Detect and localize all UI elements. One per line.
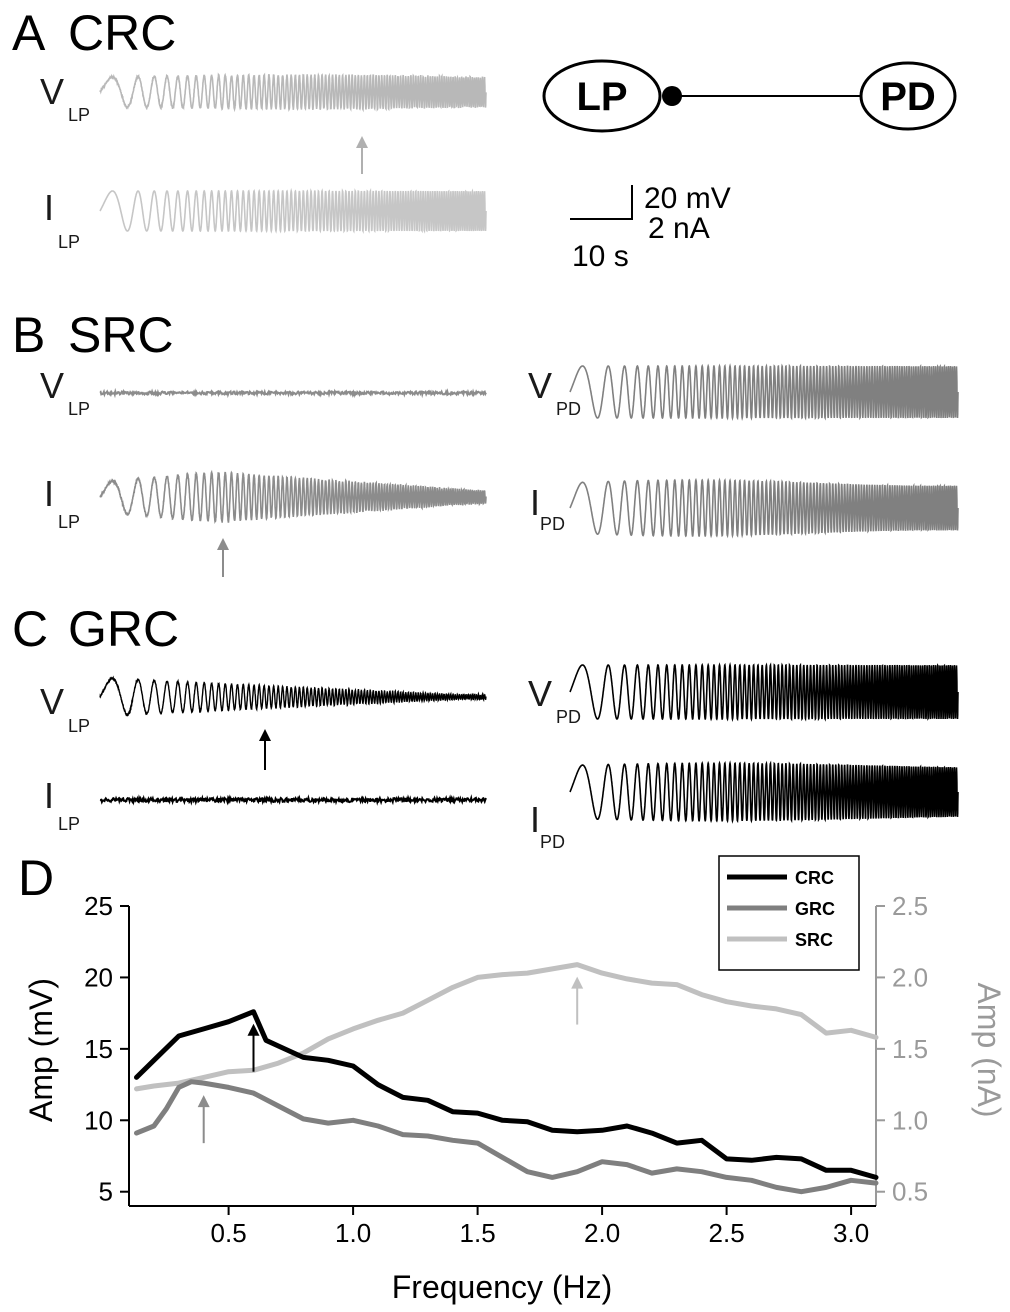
y-right-tick-label: 0.5 — [892, 1177, 928, 1207]
b-vlp-trace — [100, 392, 486, 395]
x-axis-ticks: 0.5 1.0 1.5 2.0 2.5 3.0 — [211, 1206, 870, 1248]
b-ipd-label: I — [530, 482, 540, 523]
panel-a-letter: A — [12, 5, 46, 61]
y-axis-left-title: Amp (mV) — [23, 978, 59, 1122]
c-vpd-waveform — [570, 665, 958, 719]
y-left-tick-label: 10 — [84, 1105, 113, 1135]
legend-box — [719, 856, 859, 970]
panel-a-title: CRC — [68, 5, 176, 61]
legend-label-src: SRC — [795, 930, 833, 950]
synapse-dot — [662, 86, 682, 106]
b-resonance-arrow — [217, 538, 229, 577]
series-line-grc — [137, 1082, 877, 1192]
y-axis-right-ticks: 0.5 1.0 1.5 2.0 2.5 — [876, 891, 928, 1207]
panel-c-title: GRC — [68, 601, 179, 657]
amplitude-chart: 5 10 15 20 25 0.5 1.0 1.5 2.0 2.5 0.5 1.0 1.5 2.0 2.… — [23, 856, 1007, 1305]
series-line-crc — [137, 1012, 877, 1178]
y-left-tick-label: 5 — [99, 1177, 113, 1207]
a-vlp-label: V — [40, 71, 64, 112]
scale-current: 2 nA — [648, 212, 710, 245]
a-vlp-waveform — [100, 74, 486, 110]
c-vlp-subscript: LP — [68, 716, 90, 736]
c-ilp-label: I — [44, 775, 54, 816]
scale-bar: 20 mV 2 nA 10 s — [570, 182, 731, 273]
y-left-tick-label: 20 — [84, 962, 113, 992]
b-ilp-label: I — [44, 473, 54, 514]
c-ilp-trace — [100, 798, 486, 802]
c-vpd-label: V — [528, 673, 552, 714]
panel-b-letter: B — [12, 307, 45, 363]
c-resonance-arrow — [259, 729, 271, 770]
annotation-layer — [198, 977, 584, 1144]
b-ipd-trace — [570, 480, 958, 536]
series-line-src — [137, 965, 877, 1089]
c-vlp-trace — [100, 678, 486, 715]
x-axis-title: Frequency (Hz) — [392, 1269, 613, 1305]
a-ilp-trace — [100, 191, 486, 231]
peak-arrow-src — [571, 977, 583, 1025]
b-ilp-subscript: LP — [58, 512, 80, 532]
c-vlp-waveform — [100, 678, 486, 715]
x-tick-label: 0.5 — [211, 1218, 247, 1248]
a-ilp-subscript: LP — [58, 232, 80, 252]
a-ilp-label: I — [44, 187, 54, 228]
x-tick-label: 3.0 — [833, 1218, 869, 1248]
x-tick-label: 1.5 — [460, 1218, 496, 1248]
b-vpd-waveform — [570, 366, 958, 418]
a-resonance-arrow — [356, 136, 368, 174]
circuit-diagram: LP PD — [544, 61, 955, 131]
b-vpd-label: V — [528, 365, 552, 406]
legend: CRC GRC SRC — [719, 856, 859, 970]
b-vlp-label: V — [40, 365, 64, 406]
series-layer — [137, 965, 877, 1192]
a-vlp-subscript: LP — [68, 105, 90, 125]
x-tick-label: 1.0 — [335, 1218, 371, 1248]
y-right-tick-label: 2.5 — [892, 891, 928, 921]
panel-d-letter: D — [18, 850, 54, 906]
x-tick-label: 2.0 — [584, 1218, 620, 1248]
y-axis-left-ticks: 5 10 15 20 25 — [84, 891, 129, 1207]
panel-c-letter: C — [12, 601, 48, 657]
c-vpd-subscript: PD — [556, 707, 581, 727]
c-ipd-waveform — [570, 763, 958, 821]
b-vpd-subscript: PD — [556, 399, 581, 419]
c-vpd-trace — [570, 665, 958, 719]
c-vlp-label: V — [40, 681, 64, 722]
c-ipd-label: I — [530, 799, 540, 840]
legend-label-grc: GRC — [795, 899, 835, 919]
b-ipd-waveform — [570, 480, 958, 536]
b-ipd-subscript: PD — [540, 514, 565, 534]
a-vlp-trace — [100, 74, 486, 110]
panel-b-title: SRC — [68, 307, 174, 363]
lp-cell-label: LP — [576, 75, 627, 119]
pd-cell-label: PD — [880, 75, 936, 119]
y-left-tick-label: 15 — [84, 1034, 113, 1064]
scale-voltage: 20 mV — [644, 182, 731, 215]
b-vlp-subscript: LP — [68, 399, 90, 419]
b-vpd-trace — [570, 366, 958, 418]
x-tick-label: 2.5 — [709, 1218, 745, 1248]
y-right-tick-label: 1.5 — [892, 1034, 928, 1064]
b-vlp-waveform — [100, 392, 486, 395]
a-ilp-waveform — [100, 191, 486, 231]
c-ilp-waveform — [100, 798, 486, 802]
c-ipd-trace — [570, 763, 958, 821]
y-right-tick-label: 2.0 — [892, 962, 928, 992]
y-axis-right-title: Amp (nA) — [971, 982, 1007, 1117]
peak-arrow-crc — [248, 1024, 260, 1072]
c-ilp-subscript: LP — [58, 814, 80, 834]
b-ilp-trace — [100, 472, 486, 522]
b-ilp-waveform — [100, 472, 486, 522]
c-ipd-subscript: PD — [540, 832, 565, 852]
scale-time: 10 s — [572, 240, 629, 273]
y-left-tick-label: 25 — [84, 891, 113, 921]
legend-label-crc: CRC — [795, 868, 834, 888]
peak-arrow-grc — [198, 1095, 210, 1143]
y-right-tick-label: 1.0 — [892, 1105, 928, 1135]
